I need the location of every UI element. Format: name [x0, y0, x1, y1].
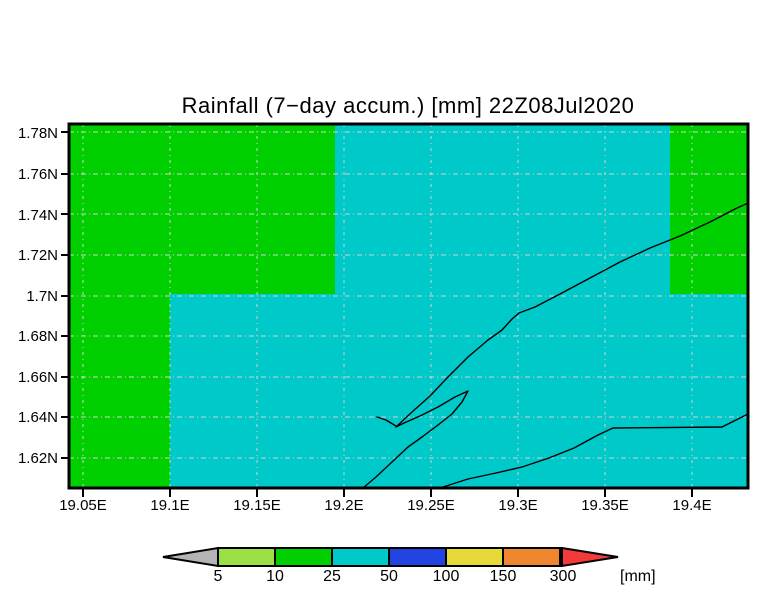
colorbar-segment-25-50 — [331, 547, 390, 567]
colorbar-tick-label: 10 — [266, 568, 284, 585]
x-axis-label: 19.25E — [407, 497, 455, 514]
y-axis-labels: 1.78N 1.76N 1.74N 1.72N 1.7N 1.68N 1.66N… — [18, 125, 58, 467]
colorbar-segment-100-150 — [445, 547, 504, 567]
colorbar-arrow-right — [561, 546, 619, 568]
colorbar-tick-label: 5 — [214, 568, 223, 585]
x-axis-label: 19.05E — [59, 497, 107, 514]
x-axis-label: 19.3E — [498, 497, 537, 514]
map-outline-spur — [376, 416, 397, 427]
colorbar-segment-50-100 — [388, 547, 447, 567]
map-green-regions — [69, 124, 748, 488]
map-region-green-topleft — [69, 124, 335, 294]
colorbar-tick-label: 150 — [490, 568, 517, 585]
map-outline-main — [362, 202, 749, 489]
grid-lines — [69, 124, 748, 488]
map-outline-curves — [362, 202, 749, 489]
colorbar-arrow-left — [162, 546, 219, 568]
y-axis-label: 1.66N — [18, 369, 58, 386]
colorbar-tick-label: 50 — [380, 568, 398, 585]
x-axis-label: 19.15E — [233, 497, 281, 514]
colorbar-segment-5-10 — [217, 547, 276, 567]
x-axis-label: 19.4E — [672, 497, 711, 514]
colorbar-segment-10-25 — [274, 547, 333, 567]
x-axis-label: 19.2E — [324, 497, 363, 514]
colorbar-tick-label: 300 — [550, 568, 577, 585]
y-axis-label: 1.78N — [18, 125, 58, 142]
plot-border — [67, 122, 750, 490]
colorbar-unit-label: [mm] — [620, 568, 656, 585]
y-axis-label: 1.64N — [18, 409, 58, 426]
x-axis-labels: 19.05E 19.1E 19.15E 19.2E 19.25E 19.3E 1… — [59, 497, 711, 514]
y-axis-label: 1.62N — [18, 450, 58, 467]
map-outline-southeast — [442, 413, 749, 488]
colorbar-legend: 5 10 25 50 100 150 300 [mm] — [162, 546, 656, 585]
colorbar-tick-label: 100 — [433, 568, 460, 585]
map-region-green-west-column — [69, 294, 170, 488]
chart-title: Rainfall (7−day accum.) [mm] 22Z08Jul202… — [182, 93, 635, 118]
colorbar-segment-150-300 — [502, 547, 561, 567]
axis-tick-marks — [61, 131, 693, 497]
y-axis-label: 1.68N — [18, 328, 58, 345]
x-axis-label: 19.1E — [150, 497, 189, 514]
y-axis-label: 1.74N — [18, 207, 58, 224]
x-axis-label: 19.35E — [581, 497, 629, 514]
colorbar-tick-label: 25 — [323, 568, 341, 585]
y-axis-label: 1.72N — [18, 247, 58, 264]
y-axis-label: 1.76N — [18, 166, 58, 183]
y-axis-label: 1.7N — [26, 288, 58, 305]
